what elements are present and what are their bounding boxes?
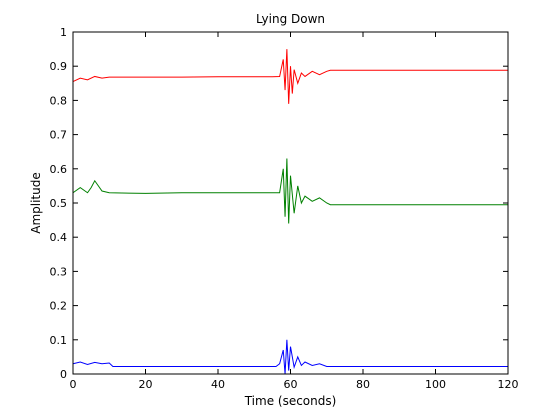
y-tick-label: 0.9 <box>50 60 68 73</box>
y-tick-label: 0.4 <box>50 231 68 244</box>
x-tick-label: 80 <box>356 378 370 391</box>
series-layer <box>72 49 508 375</box>
chart-title: Lying Down <box>256 12 325 26</box>
x-tick-label: 120 <box>498 378 519 391</box>
ticks-layer: 0 20 40 60 80 100 120 0 0.1 0.2 0.3 0.4 0.5 0.6 0.7 0.8… <box>50 26 519 391</box>
y-tick-label: 1 <box>60 26 67 39</box>
series-line-1 <box>72 49 508 104</box>
x-tick-label: 100 <box>425 378 446 391</box>
y-tick-label: 0.3 <box>50 265 68 278</box>
plot-frame <box>72 31 509 375</box>
y-tick-label: 0.8 <box>50 94 68 107</box>
series-line-3 <box>72 339 508 375</box>
x-tick-label: 40 <box>211 378 225 391</box>
x-tick-label: 60 <box>284 378 298 391</box>
y-tick-label: 0.1 <box>50 334 68 347</box>
x-tick-label: 0 <box>70 378 77 391</box>
y-tick-label: 0.5 <box>50 197 68 210</box>
series-line-2 <box>72 158 508 224</box>
y-tick-label: 0 <box>60 368 67 381</box>
y-axis-title: Amplitude <box>29 172 43 234</box>
x-tick-label: 20 <box>139 378 153 391</box>
x-axis-title: Time (seconds) <box>244 394 337 408</box>
y-tick-label: 0.2 <box>50 300 68 313</box>
y-tick-label: 0.6 <box>50 163 68 176</box>
y-tick-label: 0.7 <box>50 129 68 142</box>
